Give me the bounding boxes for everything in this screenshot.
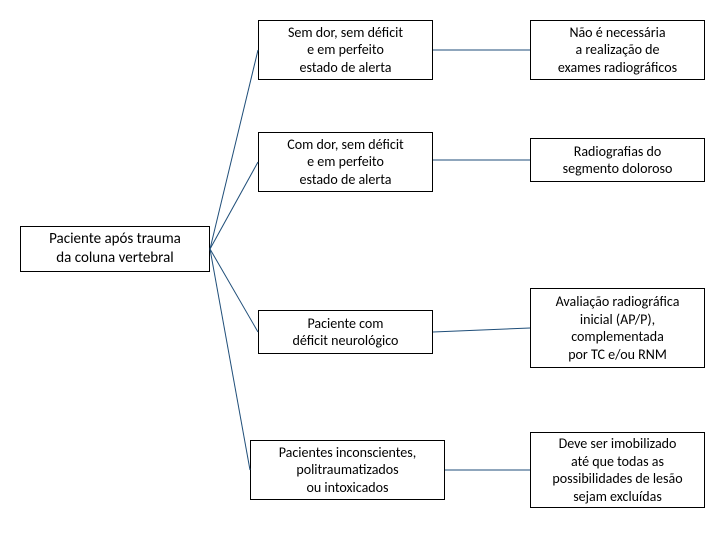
r2-l3: complementada — [556, 328, 680, 346]
mid0-l3: estado de alerta — [288, 59, 403, 77]
r1-l2: segmento doloroso — [563, 160, 673, 178]
mid3-l2: politraumatizados — [279, 461, 417, 479]
r3-l2: até que todas as — [552, 453, 682, 471]
r1-l1: Radiografias do — [563, 143, 673, 161]
r3-l3: possibilidades de lesão — [552, 470, 682, 488]
root-node: Paciente após trauma da coluna vertebral — [20, 226, 210, 272]
right-node-0: Não é necessária a realização de exames … — [530, 20, 705, 80]
r0-l1: Não é necessária — [558, 24, 677, 42]
r2-l4: por TC e/ou RNM — [556, 346, 680, 364]
right-node-2: Avaliação radiográfica inicial (AP/P), c… — [530, 288, 705, 368]
r3-l1: Deve ser imobilizado — [552, 435, 682, 453]
r2-l1: Avaliação radiográfica — [556, 293, 680, 311]
r0-l2: a realização de — [558, 41, 677, 59]
mid-node-3: Pacientes inconscientes, politraumatizad… — [250, 440, 445, 500]
mid1-l3: estado de alerta — [287, 171, 404, 189]
r0-l3: exames radiográficos — [558, 59, 677, 77]
right-node-1: Radiografias do segmento doloroso — [530, 138, 705, 182]
mid2-l1: Paciente com — [293, 315, 399, 333]
mid-node-1: Com dor, sem déficit e em perfeito estad… — [258, 132, 433, 192]
mid0-l1: Sem dor, sem déficit — [288, 24, 403, 42]
right-node-3: Deve ser imobilizado até que todas as po… — [530, 432, 705, 508]
mid1-l1: Com dor, sem déficit — [287, 136, 404, 154]
mid2-l2: déficit neurológico — [293, 332, 399, 350]
r3-l4: sejam excluídas — [552, 488, 682, 506]
mid3-l1: Pacientes inconscientes, — [279, 444, 417, 462]
root-line1: Paciente após trauma — [49, 230, 181, 249]
mid1-l2: e em perfeito — [287, 153, 404, 171]
mid0-l2: e em perfeito — [288, 41, 403, 59]
root-line2: da coluna vertebral — [49, 249, 181, 268]
r2-l2: inicial (AP/P), — [556, 311, 680, 329]
mid-node-2: Paciente com déficit neurológico — [258, 310, 433, 354]
mid3-l3: ou intoxicados — [279, 479, 417, 497]
mid-node-0: Sem dor, sem déficit e em perfeito estad… — [258, 20, 433, 80]
